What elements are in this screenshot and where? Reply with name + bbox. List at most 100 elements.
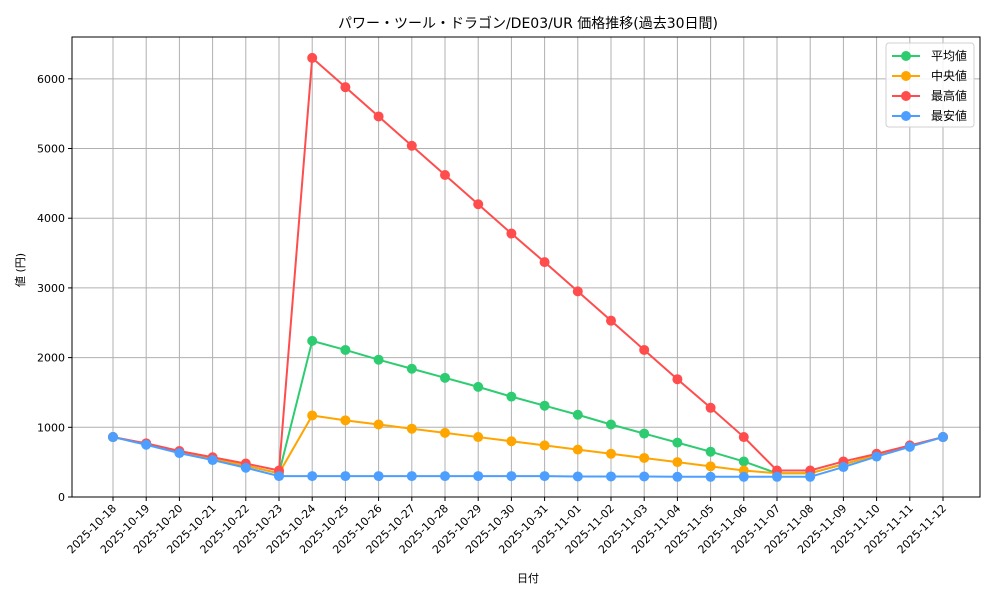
data-point <box>340 344 351 355</box>
data-point <box>340 471 351 482</box>
data-point <box>639 428 650 439</box>
chart-title: パワー・ツール・ドラゴン/DE03/UR 価格推移(過去30日間) <box>338 15 718 32</box>
data-point <box>705 446 716 457</box>
series-最安値 <box>108 432 948 482</box>
data-point <box>639 452 650 463</box>
data-point <box>307 52 318 63</box>
y-tick-label: 2000 <box>37 352 65 365</box>
data-point <box>373 111 384 122</box>
data-point <box>373 419 384 430</box>
y-axis-ticks: 0 1000 2000 3000 4000 5000 6000 <box>37 73 72 504</box>
data-point <box>738 471 749 482</box>
data-point <box>373 471 384 482</box>
data-point <box>838 462 849 473</box>
data-point <box>772 471 782 482</box>
legend-box <box>885 42 975 128</box>
data-point <box>108 432 118 443</box>
data-point <box>406 471 417 482</box>
data-point <box>572 444 583 455</box>
legend-marker-icon <box>901 51 911 61</box>
data-point <box>672 374 683 385</box>
data-point <box>805 471 816 482</box>
data-point <box>572 286 583 297</box>
legend-label: 最高値 <box>931 88 967 103</box>
data-point <box>340 82 351 93</box>
y-tick-label: 4000 <box>37 212 65 225</box>
data-point <box>473 381 484 392</box>
y-axis-label: 値 (円) <box>14 253 27 287</box>
legend-item: 平均値 <box>892 48 967 63</box>
y-tick-label: 1000 <box>37 421 65 434</box>
series-line <box>112 339 944 475</box>
legend-marker-icon <box>901 91 911 101</box>
data-point <box>506 436 517 447</box>
data-point <box>406 140 417 151</box>
data-point <box>705 471 716 482</box>
data-point <box>606 448 616 459</box>
data-point <box>506 471 517 482</box>
data-point <box>606 471 616 482</box>
data-point <box>506 228 517 239</box>
y-tick-label: 3000 <box>37 282 65 295</box>
data-point <box>672 471 683 482</box>
data-point <box>572 409 583 420</box>
y-tick-label: 6000 <box>37 73 65 86</box>
data-point <box>440 170 450 180</box>
data-point <box>705 402 716 413</box>
legend-marker-icon <box>901 71 911 81</box>
legend-item: 中央値 <box>892 68 967 83</box>
data-point <box>207 455 218 466</box>
data-point <box>307 335 318 346</box>
data-point <box>639 344 650 355</box>
data-point <box>539 257 550 268</box>
legend-marker-icon <box>901 111 911 121</box>
y-tick-label: 5000 <box>37 143 65 156</box>
x-axis-ticks: 2025-10-182025-10-192025-10-202025-10-21… <box>65 497 949 556</box>
data-point <box>307 471 318 482</box>
data-point <box>506 391 517 402</box>
data-point <box>639 471 650 482</box>
series-line <box>112 436 944 478</box>
data-point <box>406 423 417 434</box>
data-point <box>539 471 550 482</box>
grid-lines <box>72 37 980 498</box>
data-point <box>539 440 550 451</box>
data-point <box>606 315 616 326</box>
series-最高値 <box>108 52 948 476</box>
data-point <box>274 471 284 482</box>
data-point <box>871 451 882 462</box>
data-point <box>373 354 384 365</box>
data-point <box>440 372 450 383</box>
legend-item: 最高値 <box>892 88 967 103</box>
series-line <box>112 414 944 475</box>
plot-area-frame <box>71 36 981 498</box>
legend-label: 中央値 <box>931 68 967 83</box>
data-point <box>938 432 948 443</box>
legend-label: 平均値 <box>931 48 967 63</box>
data-point <box>440 471 450 482</box>
data-point <box>572 471 583 482</box>
data-point <box>406 363 417 374</box>
data-point <box>141 439 152 450</box>
series-line <box>112 55 944 472</box>
y-tick-label: 0 <box>58 491 65 504</box>
x-axis-label: 日付 <box>517 572 539 585</box>
data-point <box>174 448 185 459</box>
series-lines <box>108 52 948 482</box>
data-point <box>705 461 716 472</box>
data-point <box>473 199 484 210</box>
data-point <box>440 427 450 438</box>
data-point <box>738 456 749 467</box>
data-point <box>672 457 683 468</box>
data-point <box>738 432 749 443</box>
data-point <box>606 419 616 430</box>
data-point <box>240 462 251 473</box>
legend-item: 最安値 <box>892 108 967 123</box>
data-point <box>307 410 318 421</box>
data-point <box>340 415 351 426</box>
data-point <box>473 471 484 482</box>
data-point <box>672 437 683 448</box>
data-point <box>473 432 484 443</box>
